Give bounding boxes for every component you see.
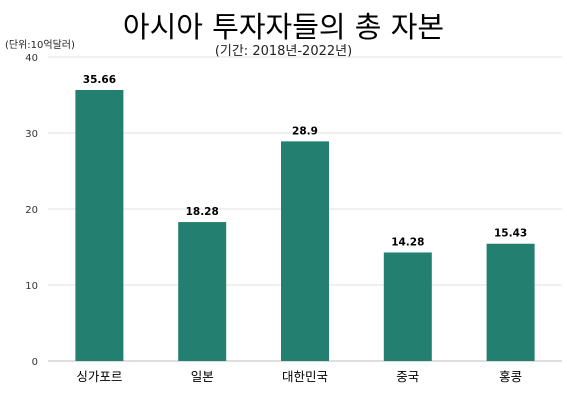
x-tick-label: 일본 (191, 369, 214, 384)
bar-4 (383, 252, 432, 361)
y-tick-label: 10 (25, 281, 38, 292)
bar-5 (486, 243, 535, 361)
chart-subtitle: (기간: 2018년-2022년) (214, 44, 353, 59)
y-tick-label: 20 (25, 205, 38, 216)
y-tick-label: 40 (25, 53, 38, 64)
data-label: 18.28 (186, 206, 219, 218)
data-label: 15.43 (494, 228, 527, 240)
x-tick-label: 홍콩 (499, 369, 522, 384)
y-tick-label: 30 (25, 129, 38, 140)
data-label: 14.28 (391, 236, 424, 248)
y-tick-label: 0 (32, 357, 38, 368)
data-label: 28.9 (292, 125, 318, 137)
bar-3 (281, 141, 329, 361)
unit-label: (단위:10억달러) (5, 40, 75, 51)
chart-title: 아시아 투자자들의 총 자본 (122, 10, 445, 44)
x-tick-label: 대한민국 (282, 369, 328, 384)
x-tick-label: 중국 (396, 369, 419, 384)
data-label: 35.66 (83, 74, 116, 86)
bar-2 (178, 222, 227, 361)
x-tick-label: 싱가포르 (76, 369, 122, 384)
bar-1 (75, 89, 124, 361)
